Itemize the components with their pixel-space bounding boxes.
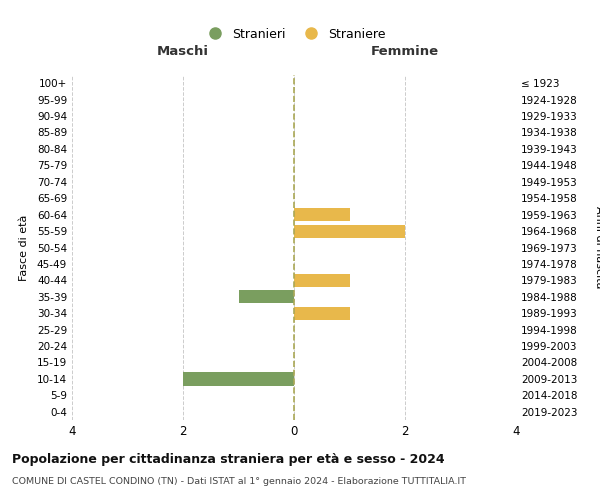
Text: Maschi: Maschi: [157, 45, 209, 58]
Legend: Stranieri, Straniere: Stranieri, Straniere: [197, 22, 391, 46]
Bar: [183, 372, 294, 386]
Bar: [239, 290, 294, 304]
Y-axis label: Fasce di età: Fasce di età: [19, 214, 29, 280]
Text: COMUNE DI CASTEL CONDINO (TN) - Dati ISTAT al 1° gennaio 2024 - Elaborazione TUT: COMUNE DI CASTEL CONDINO (TN) - Dati IST…: [12, 478, 466, 486]
Bar: [294, 224, 405, 237]
Bar: [294, 208, 349, 221]
Text: Popolazione per cittadinanza straniera per età e sesso - 2024: Popolazione per cittadinanza straniera p…: [12, 452, 445, 466]
Bar: [294, 306, 349, 320]
Text: Femmine: Femmine: [371, 45, 439, 58]
Bar: [294, 274, 349, 287]
Y-axis label: Anni di nascita: Anni di nascita: [594, 206, 600, 289]
